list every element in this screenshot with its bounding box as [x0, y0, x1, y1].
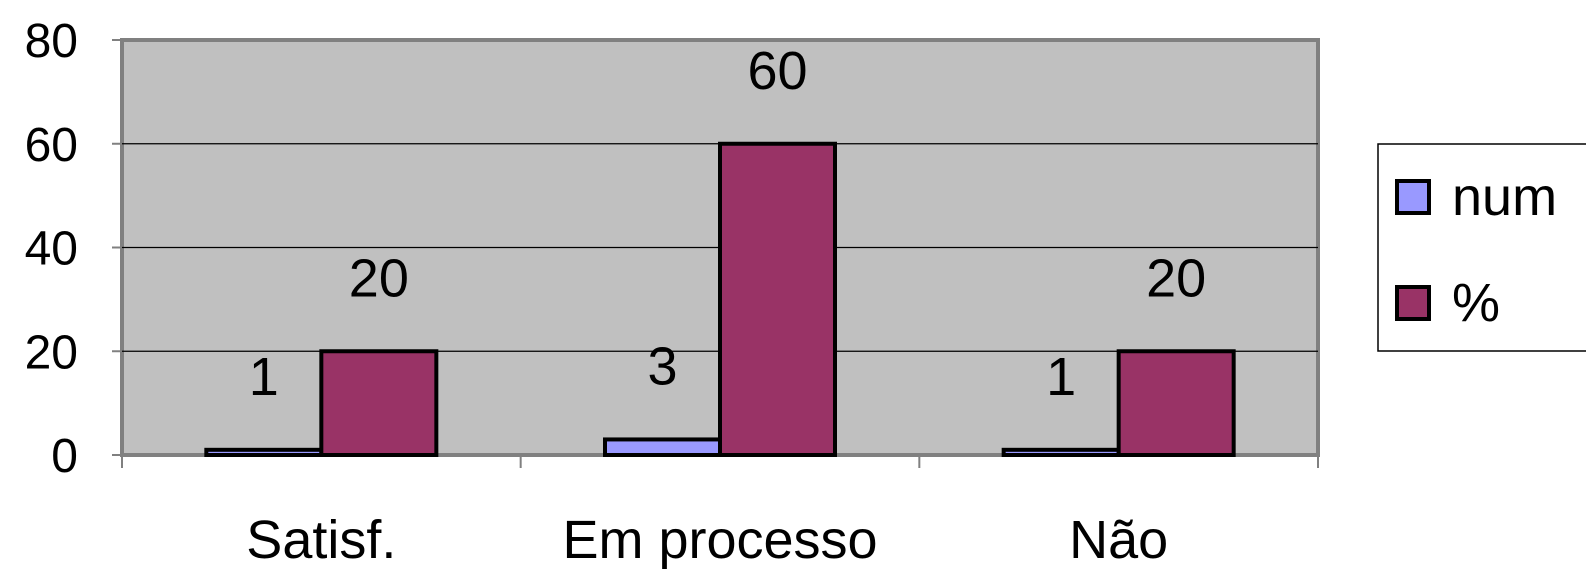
- bar: [1001, 447, 1121, 457]
- data-label: 1: [249, 347, 279, 407]
- bar: [718, 141, 837, 457]
- y-tick-label: 80: [25, 15, 78, 68]
- y-tick-label: 40: [25, 223, 78, 276]
- data-label: 3: [647, 336, 677, 396]
- bar: [319, 349, 439, 457]
- data-label: 1: [1046, 347, 1076, 407]
- legend-swatch: [1395, 179, 1431, 215]
- x-tick-label: Não: [1069, 510, 1168, 570]
- legend: num%: [1377, 143, 1586, 352]
- bar: [1116, 349, 1236, 457]
- data-labels: 1 3 1 20 60 20: [249, 41, 1206, 407]
- y-tick-label: 20: [25, 326, 78, 379]
- y-axis: 0 20 40 60 80: [25, 15, 122, 483]
- y-tick-label: 60: [25, 119, 78, 172]
- x-tick-label: Satisf.: [246, 510, 396, 570]
- data-label: 60: [747, 41, 807, 101]
- bar: [204, 447, 324, 457]
- legend-label: %: [1452, 273, 1500, 333]
- bars: [204, 141, 1236, 457]
- bar: [603, 437, 722, 457]
- x-tick-label: Em processo: [562, 510, 877, 570]
- x-axis: Satisf. Em processo Não: [121, 453, 1319, 570]
- y-tick-label: 0: [51, 430, 78, 483]
- data-label: 20: [349, 248, 409, 308]
- legend-swatch: [1395, 285, 1431, 321]
- legend-label: num: [1452, 167, 1557, 227]
- data-label: 20: [1146, 248, 1206, 308]
